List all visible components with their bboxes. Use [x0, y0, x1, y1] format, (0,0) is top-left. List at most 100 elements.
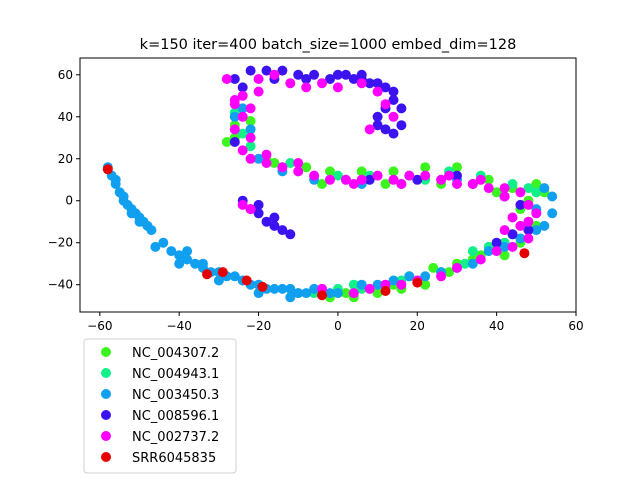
data-point [269, 283, 280, 294]
data-point [285, 283, 296, 294]
data-point [285, 158, 296, 168]
data-point [348, 288, 359, 299]
data-point [317, 78, 327, 89]
data-point [388, 111, 399, 122]
data-point [372, 170, 383, 181]
data-point [301, 288, 312, 299]
data-point [325, 166, 335, 177]
data-point [412, 277, 423, 288]
data-point [467, 258, 478, 269]
data-point [420, 162, 431, 173]
data-point [174, 250, 185, 261]
data-point [499, 241, 510, 252]
data-point [428, 262, 439, 273]
data-point [229, 111, 240, 122]
data-point [269, 212, 280, 223]
data-point [547, 191, 558, 202]
series-SRR6045835 [102, 164, 530, 301]
data-point [325, 288, 335, 299]
data-point [467, 246, 478, 257]
data-point [253, 74, 264, 84]
data-point [547, 208, 558, 219]
data-point [372, 120, 383, 131]
legend-label: SRR6045835 [132, 451, 216, 466]
data-point [452, 170, 462, 181]
data-point [182, 254, 193, 265]
data-point [539, 220, 550, 231]
axes-layer: −60 −40 −20 0 20 40 60 −40 −20 0 20 40 60 [48, 68, 584, 333]
points-layer [102, 65, 558, 303]
data-point [499, 183, 510, 194]
data-point [412, 174, 423, 185]
data-point [332, 288, 343, 299]
data-point [372, 111, 383, 122]
data-point [237, 128, 248, 139]
data-point [102, 164, 113, 175]
data-point [134, 216, 145, 227]
data-point [166, 246, 177, 257]
data-point [261, 149, 272, 160]
data-point [277, 283, 288, 294]
data-point [237, 145, 248, 156]
data-point [317, 179, 327, 189]
data-point [202, 269, 212, 280]
data-point [452, 179, 462, 189]
data-point [515, 220, 526, 231]
plot-frame [79, 57, 577, 313]
data-point [531, 187, 542, 198]
data-point [459, 258, 470, 269]
data-point [356, 279, 367, 290]
data-point [340, 69, 351, 80]
data-point [229, 271, 240, 282]
x-tick-label: 40 [489, 319, 504, 333]
data-point [332, 170, 343, 181]
data-point [507, 241, 518, 252]
data-point [491, 187, 502, 198]
data-point [261, 65, 272, 76]
x-tick-label: −20 [246, 319, 271, 333]
data-point [253, 86, 264, 97]
data-point [237, 103, 248, 114]
data-point [229, 124, 240, 135]
data-point [190, 258, 201, 269]
data-point [491, 237, 502, 248]
data-point [309, 69, 320, 80]
data-point [388, 174, 399, 185]
data-point [285, 292, 296, 303]
data-point [182, 246, 193, 257]
data-point [420, 170, 431, 181]
data-point [229, 137, 240, 147]
data-point [217, 267, 228, 278]
data-point [237, 199, 248, 210]
data-point [293, 166, 304, 177]
data-point [348, 279, 359, 290]
data-point [507, 212, 518, 223]
y-tick-label: 60 [58, 68, 73, 82]
legend-label: NC_002737.2 [132, 430, 219, 445]
data-point [372, 279, 383, 290]
legend-marker [101, 368, 111, 378]
data-point [309, 170, 320, 181]
data-point [229, 74, 240, 84]
data-point [388, 166, 399, 177]
data-point [523, 199, 534, 210]
data-point [436, 174, 447, 185]
data-point [444, 170, 454, 181]
y-tick-label: −40 [48, 278, 73, 292]
data-point [499, 191, 510, 202]
data-point [245, 141, 256, 152]
data-point [317, 290, 327, 301]
data-point [515, 233, 526, 244]
data-point [491, 246, 502, 257]
data-point [301, 162, 312, 173]
data-point [499, 250, 510, 261]
legend-label: NC_003450.3 [132, 388, 219, 403]
data-point [531, 179, 542, 189]
data-point [452, 162, 462, 173]
data-point [515, 187, 526, 198]
data-point [221, 137, 232, 147]
data-point [261, 158, 272, 168]
legend-box [83, 338, 237, 474]
data-point [507, 179, 518, 189]
